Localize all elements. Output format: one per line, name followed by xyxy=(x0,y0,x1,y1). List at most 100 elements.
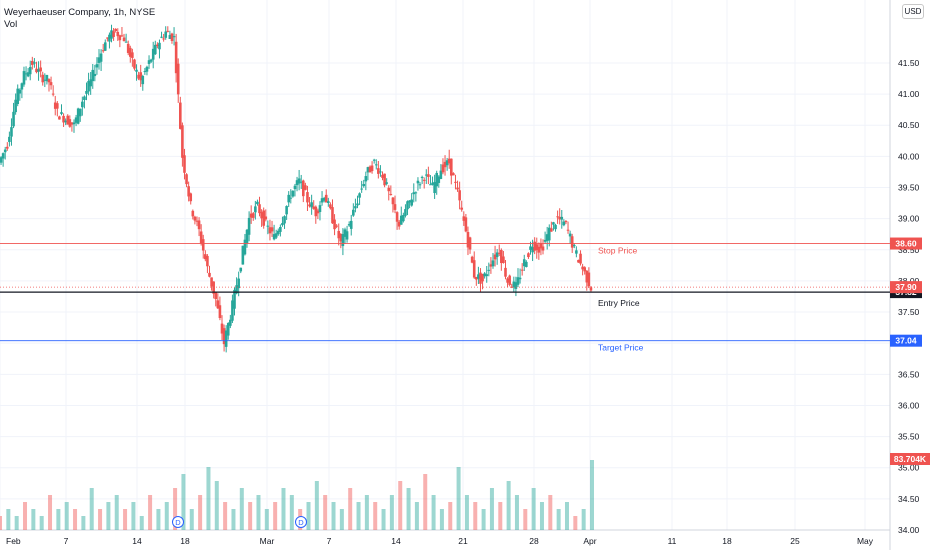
candle-body xyxy=(112,31,115,37)
candle-body xyxy=(495,252,499,258)
candle-body xyxy=(31,60,34,65)
candle-body xyxy=(101,50,105,52)
candle-body xyxy=(525,261,528,267)
volume-bar xyxy=(89,488,94,530)
dividend-marker-label: D xyxy=(298,518,304,527)
candle-body xyxy=(91,69,95,82)
candle-body xyxy=(443,161,447,168)
volume-bar xyxy=(256,495,261,530)
candle-body xyxy=(258,204,261,214)
volume-bar xyxy=(431,495,436,530)
candle-body xyxy=(64,120,67,123)
candle-body xyxy=(347,224,351,226)
candle-body xyxy=(362,184,366,187)
candle-body xyxy=(368,166,372,173)
candle-body xyxy=(103,42,107,51)
volume-bar xyxy=(114,495,119,530)
candle-body xyxy=(141,75,145,85)
candle-body xyxy=(95,64,99,68)
candle-body xyxy=(304,185,307,190)
candle-body xyxy=(418,184,422,186)
x-tick-label: Mar xyxy=(260,536,275,546)
candle-body xyxy=(179,102,182,129)
candle-body xyxy=(397,221,401,227)
candle-body xyxy=(243,239,247,255)
candle-body xyxy=(324,194,328,203)
level-label: Entry Price xyxy=(598,298,640,308)
candle-body xyxy=(572,245,576,247)
volume-bar xyxy=(264,509,269,530)
candle-body xyxy=(185,174,188,185)
volume-bar xyxy=(81,516,86,530)
volume-bar xyxy=(314,481,319,530)
volume-bar xyxy=(189,509,194,530)
candle-body xyxy=(193,216,197,221)
y-tick-label: 39.00 xyxy=(898,214,920,224)
candle-body xyxy=(293,185,297,190)
volume-bar xyxy=(31,509,36,530)
candle-body xyxy=(504,267,507,277)
volume-bar xyxy=(164,502,169,530)
candle-body xyxy=(314,206,318,217)
dividend-marker xyxy=(172,516,184,528)
candle-body xyxy=(349,220,353,229)
volume-bar xyxy=(389,495,394,530)
level-tag xyxy=(890,237,922,250)
candle-body xyxy=(316,210,320,214)
volume-bar xyxy=(506,481,511,530)
currency-badge[interactable]: USD xyxy=(902,4,924,19)
candle-body xyxy=(262,210,265,226)
candle-body xyxy=(391,197,395,205)
candle-body xyxy=(441,164,445,173)
candle-body xyxy=(577,259,580,263)
candle-body xyxy=(449,158,453,176)
candle-body xyxy=(460,207,464,210)
candle-body xyxy=(279,227,282,232)
candle-body xyxy=(62,115,65,123)
candle-body xyxy=(249,213,253,218)
candle-body xyxy=(118,35,122,41)
candle-body xyxy=(264,216,268,220)
candle-body xyxy=(506,278,509,283)
candle-body xyxy=(135,69,138,72)
candle-body xyxy=(570,236,574,248)
volume-bar xyxy=(248,502,253,530)
volume-bar xyxy=(273,502,278,530)
candle-body xyxy=(72,122,76,125)
candle-body xyxy=(552,222,555,225)
candle-body xyxy=(153,44,157,55)
candle-body xyxy=(35,68,38,73)
candle-body xyxy=(564,221,568,223)
candle-body xyxy=(170,33,174,41)
candle-body xyxy=(554,224,557,230)
candle-body xyxy=(566,229,570,231)
last-price-label: 37.90 xyxy=(895,282,917,292)
candle-body xyxy=(235,285,238,294)
candle-body xyxy=(516,277,520,285)
candle-body xyxy=(445,160,449,166)
candle-body xyxy=(483,273,486,277)
candle-body xyxy=(128,47,132,57)
dividend-marker xyxy=(295,516,307,528)
candle-body xyxy=(374,164,378,166)
candle-body xyxy=(389,193,393,195)
candle-body xyxy=(160,36,163,38)
candle-body xyxy=(281,223,284,226)
volume-bar xyxy=(6,509,11,530)
candle-body xyxy=(156,44,159,46)
candle-body xyxy=(408,200,411,203)
candle-body xyxy=(3,149,7,153)
volume-bar xyxy=(123,509,128,530)
candle-body xyxy=(1,153,5,159)
candle-body xyxy=(168,35,172,39)
candle-body xyxy=(387,187,391,192)
candle-body xyxy=(49,82,53,86)
x-tick-label: May xyxy=(857,536,874,546)
candle-body xyxy=(226,323,230,336)
candle-body xyxy=(406,201,409,210)
volume-bar xyxy=(581,509,586,530)
candle-body xyxy=(76,108,80,124)
candle-body xyxy=(514,282,518,289)
candle-body xyxy=(331,207,334,224)
